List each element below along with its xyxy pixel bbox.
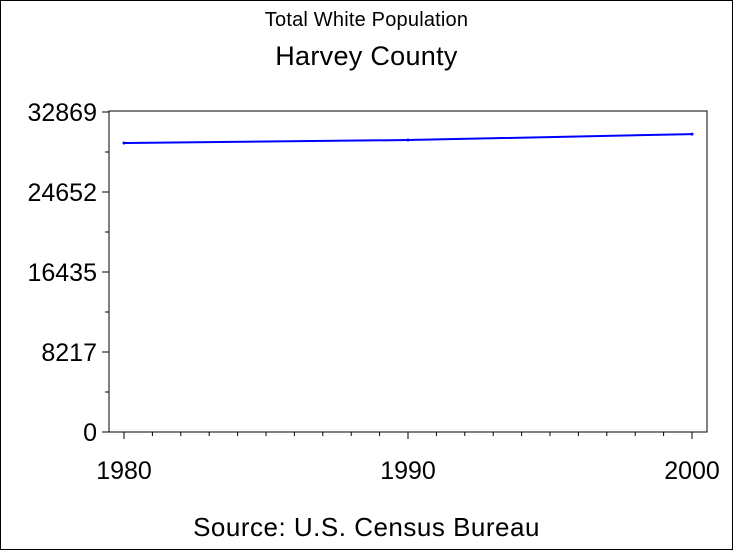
series-group [122, 132, 694, 145]
y-tick-label: 0 [83, 419, 97, 447]
y-tick-label: 8217 [41, 339, 97, 367]
x-tick-label: 1980 [96, 457, 152, 485]
series-point [690, 132, 694, 136]
source-note: Source: U.S. Census Bureau [193, 512, 540, 542]
chart-title: Total White Population [264, 9, 469, 31]
chart-subtitle: Harvey County [275, 41, 458, 71]
y-tick-label: 24652 [27, 179, 97, 207]
plot-frame [108, 110, 708, 433]
series-point [406, 138, 410, 142]
series-point [122, 141, 126, 145]
x-tick-label: 1990 [380, 457, 436, 485]
y-tick-label: 32869 [27, 99, 97, 127]
y-tick-label: 16435 [27, 259, 97, 287]
x-tick-label: 2000 [664, 457, 720, 485]
y-axis: 0 8217 16435 24652 32869 [27, 99, 109, 447]
x-axis: 1980 1990 2000 [96, 432, 720, 485]
